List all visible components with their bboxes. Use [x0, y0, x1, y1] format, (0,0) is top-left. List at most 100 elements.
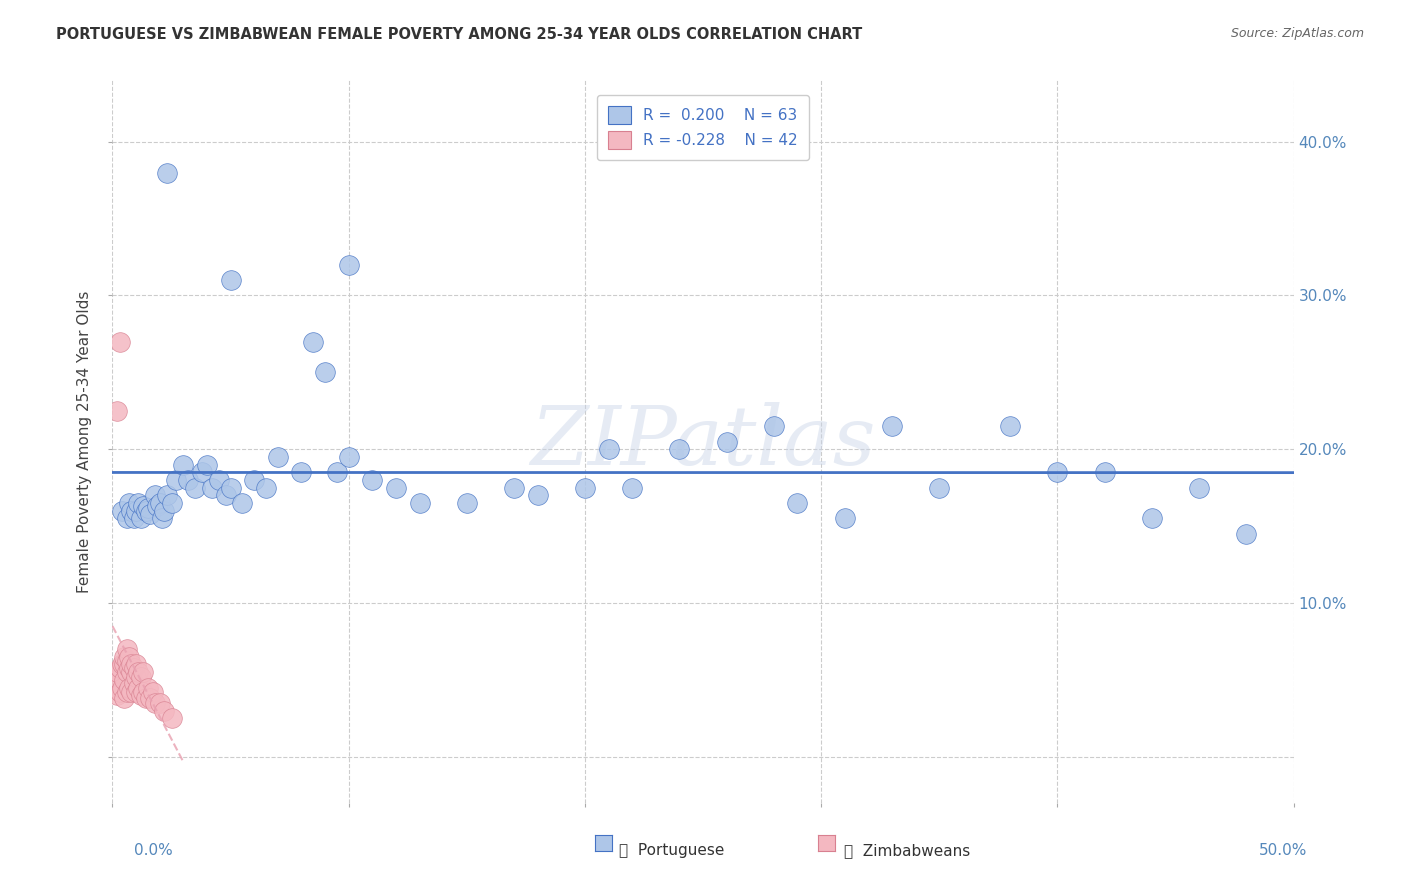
Point — [177, 473, 200, 487]
Point — [408, 496, 430, 510]
Point — [302, 334, 325, 349]
Point — [598, 442, 620, 457]
Point — [120, 665, 142, 680]
Point — [125, 670, 148, 684]
Point — [127, 496, 149, 510]
Point — [456, 496, 478, 510]
Text: Source: ZipAtlas.com: Source: ZipAtlas.com — [1230, 27, 1364, 40]
Point — [115, 642, 138, 657]
Point — [503, 481, 526, 495]
Text: ⬜  Portuguese: ⬜ Portuguese — [619, 843, 724, 858]
Point — [834, 511, 856, 525]
Point — [880, 419, 903, 434]
Point — [118, 681, 141, 695]
Point — [105, 665, 128, 680]
Point — [337, 450, 360, 464]
Point — [762, 419, 785, 434]
Point — [326, 465, 349, 479]
Text: 0.0%: 0.0% — [134, 843, 173, 858]
Point — [104, 673, 127, 687]
Y-axis label: Female Poverty Among 25-34 Year Olds: Female Poverty Among 25-34 Year Olds — [77, 291, 93, 592]
Point — [267, 450, 290, 464]
Point — [132, 499, 155, 513]
Point — [156, 165, 179, 179]
Point — [105, 404, 128, 418]
Point — [1046, 465, 1069, 479]
Point — [928, 481, 950, 495]
Point — [112, 691, 135, 706]
Point — [160, 496, 183, 510]
Point — [195, 458, 218, 472]
Text: 50.0%: 50.0% — [1260, 843, 1308, 858]
Point — [136, 681, 159, 695]
Point — [118, 496, 141, 510]
Text: ⬜  Zimbabweans: ⬜ Zimbabweans — [844, 843, 970, 858]
Point — [149, 496, 172, 510]
Point — [160, 711, 183, 725]
Point — [361, 473, 384, 487]
Point — [125, 504, 148, 518]
Point — [105, 688, 128, 702]
Point — [122, 511, 145, 525]
Point — [184, 481, 207, 495]
Point — [112, 657, 135, 672]
Point — [129, 511, 152, 525]
Point — [115, 685, 138, 699]
Point — [112, 649, 135, 664]
Point — [149, 696, 172, 710]
Point — [231, 496, 253, 510]
Point — [115, 654, 138, 668]
Point — [786, 496, 808, 510]
Point — [142, 685, 165, 699]
Point — [1188, 481, 1211, 495]
Point — [135, 504, 157, 518]
Point — [122, 660, 145, 674]
Point — [111, 657, 134, 672]
Point — [219, 481, 242, 495]
Point — [118, 649, 141, 664]
Point — [998, 419, 1021, 434]
Point — [191, 465, 214, 479]
Point — [120, 657, 142, 672]
Point — [153, 504, 176, 518]
Point — [201, 481, 224, 495]
Text: PORTUGUESE VS ZIMBABWEAN FEMALE POVERTY AMONG 25-34 YEAR OLDS CORRELATION CHART: PORTUGUESE VS ZIMBABWEAN FEMALE POVERTY … — [56, 27, 862, 42]
Point — [129, 670, 152, 684]
Point — [215, 488, 238, 502]
Point — [118, 660, 141, 674]
Point — [526, 488, 548, 502]
Point — [337, 258, 360, 272]
Point — [219, 273, 242, 287]
Point — [139, 691, 162, 706]
Point — [385, 481, 408, 495]
Point — [120, 504, 142, 518]
Point — [115, 665, 138, 680]
Point — [136, 500, 159, 515]
Point — [111, 681, 134, 695]
Point — [1140, 511, 1163, 525]
Point — [621, 481, 644, 495]
Point — [135, 691, 157, 706]
Point — [108, 660, 131, 674]
Point — [243, 473, 266, 487]
Point — [139, 507, 162, 521]
Point — [290, 465, 312, 479]
Point — [120, 685, 142, 699]
Point — [108, 685, 131, 699]
Point — [254, 481, 277, 495]
Point — [153, 704, 176, 718]
Point — [115, 511, 138, 525]
Point — [132, 685, 155, 699]
Point — [129, 688, 152, 702]
Point — [156, 488, 179, 502]
Point — [112, 673, 135, 687]
Point — [143, 488, 166, 502]
Point — [125, 657, 148, 672]
Point — [574, 481, 596, 495]
Point — [1094, 465, 1116, 479]
Point — [208, 473, 231, 487]
Point — [146, 499, 169, 513]
Point — [716, 434, 738, 449]
Point — [668, 442, 690, 457]
Text: ZIPatlas: ZIPatlas — [530, 401, 876, 482]
